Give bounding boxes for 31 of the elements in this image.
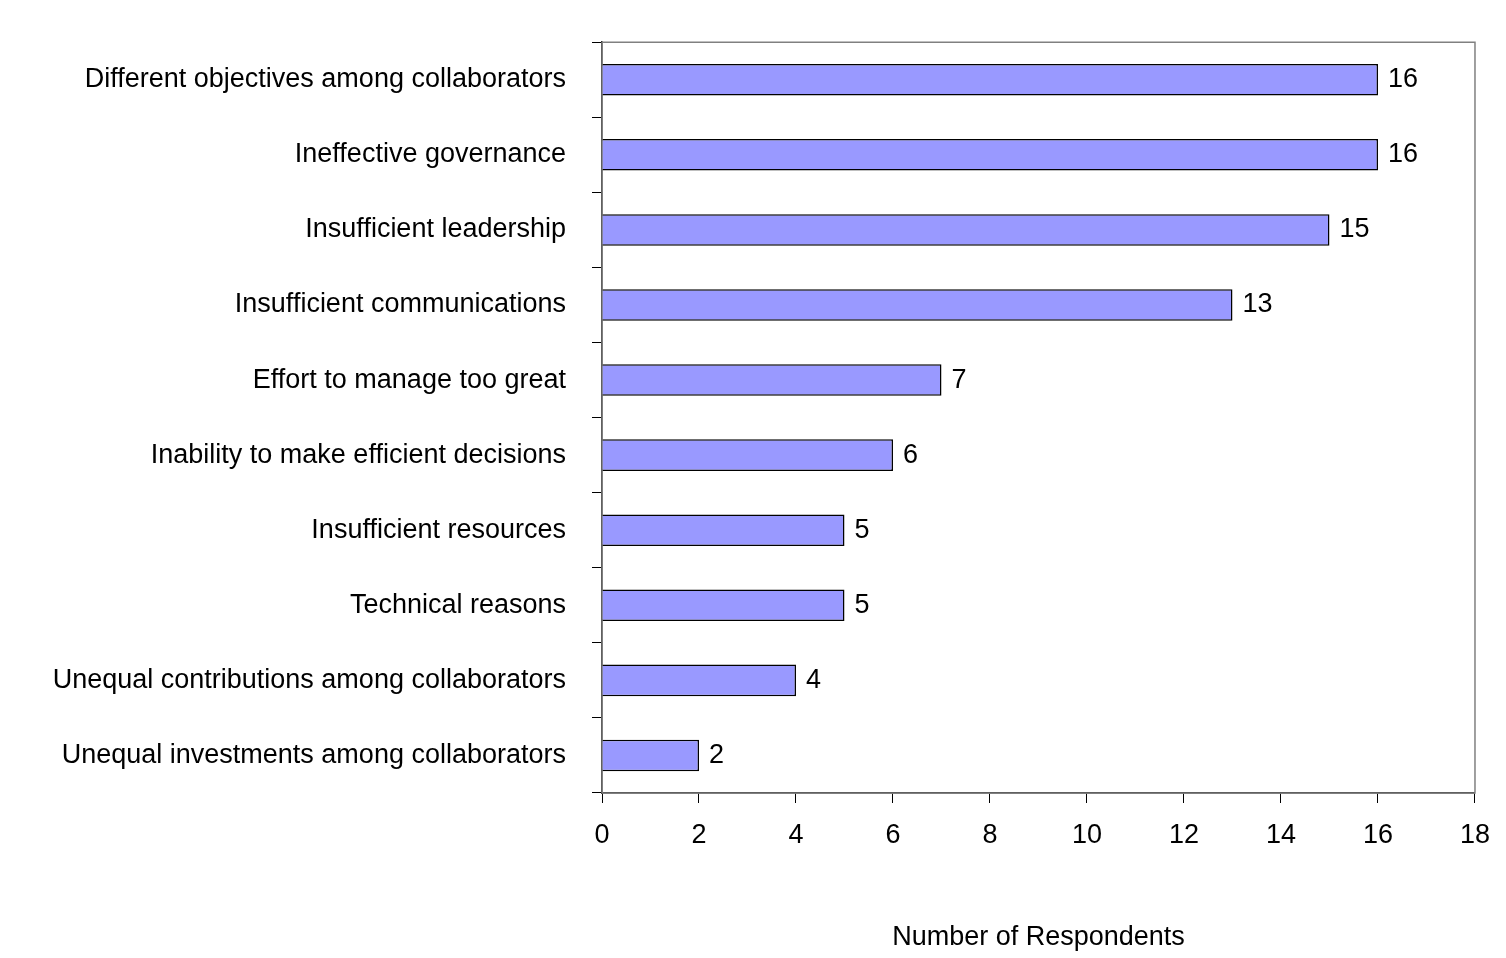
y-tick-label: Effort to manage too great xyxy=(252,363,567,394)
x-tick-label: 18 xyxy=(1459,818,1491,849)
x-tick-label: 12 xyxy=(1168,818,1200,849)
data-label: 5 xyxy=(854,588,870,619)
x-tick-label: 6 xyxy=(885,818,901,849)
data-label: 16 xyxy=(1387,63,1419,94)
y-tick-label: Different objectives among collaborators xyxy=(84,63,566,94)
data-label: 2 xyxy=(709,738,725,769)
data-label: 13 xyxy=(1242,288,1273,319)
y-tick-label: Unequal investments among collaborators xyxy=(61,738,566,769)
y-tick-label: Inability to make efficient decisions xyxy=(150,438,566,469)
x-tick-label: 0 xyxy=(594,818,610,849)
data-label: 5 xyxy=(854,513,870,544)
x-tick-label: 14 xyxy=(1265,818,1297,849)
y-tick-label: Insufficient resources xyxy=(311,513,566,544)
x-tick-label: 8 xyxy=(982,818,998,849)
data-label: 7 xyxy=(951,363,967,394)
data-label: 4 xyxy=(806,663,822,694)
x-tick-label: 2 xyxy=(691,818,707,849)
x-tick-label: 10 xyxy=(1071,818,1103,849)
y-tick-label: Ineffective governance xyxy=(294,138,566,169)
x-tick-label: 4 xyxy=(788,818,804,849)
y-tick-label: Insufficient leadership xyxy=(305,213,566,244)
x-axis-title: Number of Respondents xyxy=(892,921,1185,952)
data-label: 16 xyxy=(1387,138,1419,169)
y-tick-label: Unequal contributions among collaborators xyxy=(52,663,566,694)
y-tick-label: Technical reasons xyxy=(349,588,566,619)
x-tick-label: 16 xyxy=(1362,818,1394,849)
y-tick-label: Insufficient communications xyxy=(234,288,566,319)
data-label: 15 xyxy=(1339,213,1370,244)
data-label: 6 xyxy=(902,438,919,469)
